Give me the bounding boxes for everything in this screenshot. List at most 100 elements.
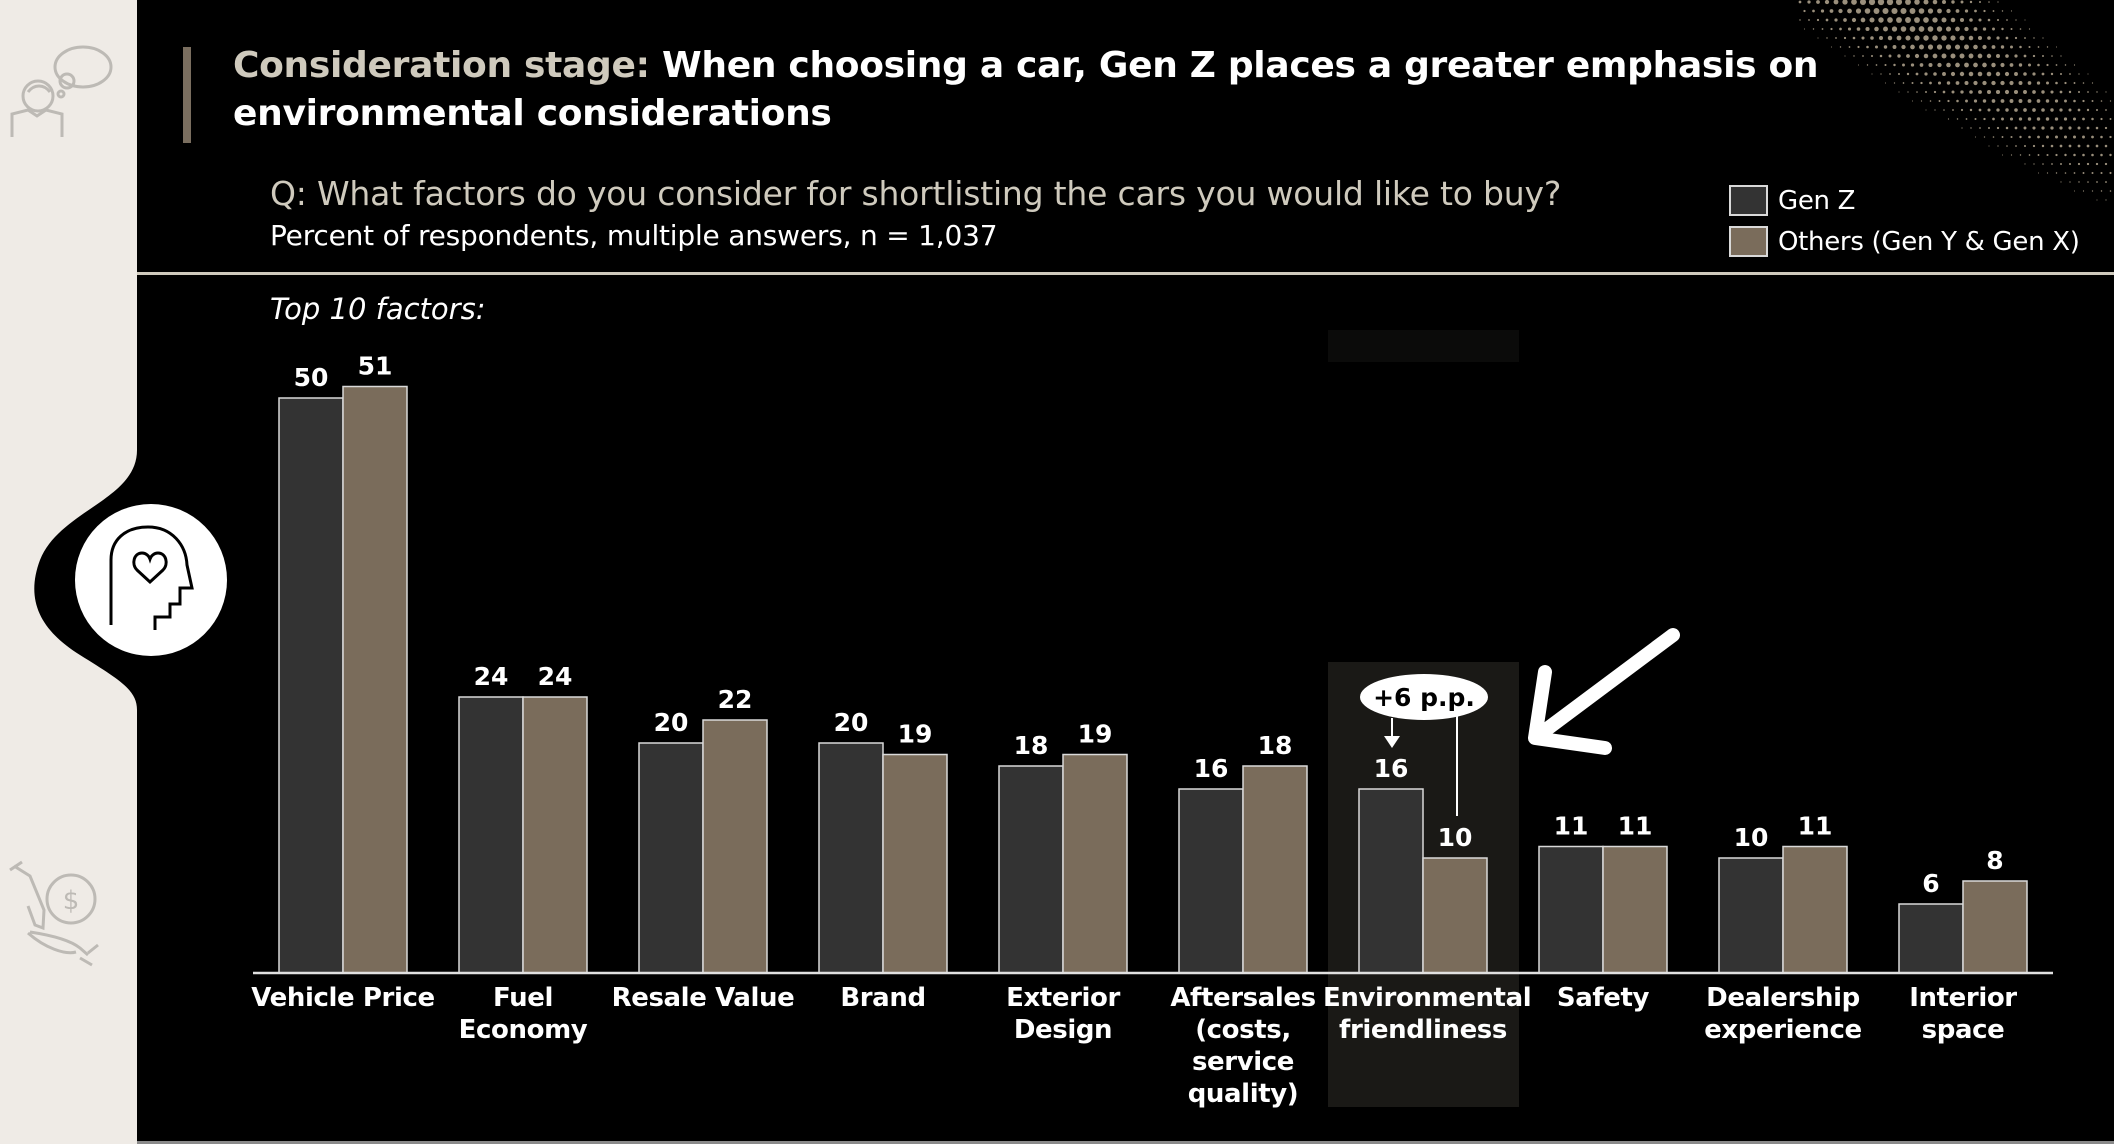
halftone-dot — [2041, 144, 2045, 148]
halftone-dot — [1951, 0, 1955, 4]
bar-others — [882, 753, 948, 974]
bar-gen-z — [278, 397, 344, 974]
halftone-dot — [1915, 72, 1919, 76]
halftone-dot — [1888, 54, 1892, 58]
halftone-dot — [2109, 153, 2112, 157]
halftone-dot — [2050, 90, 2054, 94]
halftone-dot — [1868, 0, 1876, 6]
halftone-dot — [1932, 17, 1938, 23]
halftone-dot — [1977, 71, 1983, 77]
halftone-dot — [1959, 35, 1965, 41]
halftone-dot — [1942, 90, 1946, 94]
halftone-dot — [1803, 9, 1806, 13]
halftone-dot — [2046, 153, 2049, 157]
halftone-dot — [2028, 154, 2031, 156]
halftone-dot — [1812, 9, 1815, 13]
halftone-dot — [1995, 89, 2001, 95]
sidebar-panel — [0, 0, 137, 1144]
halftone-dot — [1997, 145, 1999, 147]
halftone-dot — [2086, 108, 2090, 112]
halftone-dot — [2041, 72, 2045, 76]
halftone-dot — [1979, 1, 1981, 3]
halftone-dot — [2096, 199, 2098, 201]
halftone-dot — [1864, 8, 1871, 14]
halftone-dot — [1901, 44, 1906, 50]
bar-gen-z — [818, 742, 884, 974]
halftone-dot — [1848, 46, 1851, 48]
halftone-dot — [2064, 64, 2067, 66]
bar-gen-z — [998, 765, 1064, 974]
halftone-dot — [1961, 127, 1963, 129]
halftone-dot — [1932, 0, 1938, 5]
halftone-dot — [2027, 117, 2032, 121]
halftone-dot — [1906, 72, 1910, 76]
halftone-dot — [1923, 53, 1929, 59]
value-label: 24 — [538, 662, 573, 691]
halftone-dot — [2068, 126, 2072, 130]
halftone-dot — [2041, 126, 2045, 130]
halftone-dot — [2077, 126, 2081, 130]
halftone-dot — [2077, 108, 2081, 112]
halftone-dot — [1918, 26, 1925, 32]
bar-gen-z — [458, 696, 524, 974]
halftone-dot — [1983, 9, 1986, 13]
halftone-dot — [1982, 44, 1987, 50]
x-tick-label-line: (costs, — [1195, 1015, 1291, 1045]
halftone-dot — [1996, 126, 2000, 130]
halftone-dot — [2100, 153, 2103, 157]
halftone-dot — [1936, 26, 1943, 32]
halftone-dot — [1905, 17, 1911, 23]
halftone-dot — [2054, 117, 2059, 121]
x-tick-label: Aftersales (costs, service quality) — [1143, 982, 1343, 1110]
x-tick-label-line: Resale Value — [611, 983, 795, 1013]
halftone-dot — [1825, 18, 1829, 22]
halftone-dot — [2023, 72, 2027, 76]
halftone-dot — [1879, 36, 1883, 40]
halftone-dot — [2055, 46, 2058, 48]
person-thought-icon — [10, 45, 113, 137]
halftone-dot — [1965, 118, 1968, 120]
halftone-dot — [2028, 45, 2031, 49]
halftone-dot — [1870, 54, 1874, 58]
halftone-dot — [1851, 0, 1857, 5]
halftone-dot — [1941, 35, 1947, 41]
halftone-dot — [1896, 17, 1902, 23]
halftone-dot — [1956, 99, 1959, 103]
halftone-dot — [1843, 18, 1847, 22]
halftone-dot — [1820, 9, 1825, 13]
halftone-dot — [1808, 19, 1810, 21]
halftone-dot — [2104, 162, 2108, 166]
halftone-dot — [2077, 162, 2081, 166]
legend-item-gen-z: Gen Z — [1729, 180, 2080, 221]
halftone-dot — [2042, 163, 2044, 165]
halftone-dot — [1919, 44, 1924, 50]
halftone-dot — [1982, 80, 1987, 86]
value-label: 18 — [1014, 731, 1049, 760]
bar-others — [1062, 753, 1128, 974]
halftone-dot — [1866, 45, 1869, 49]
halftone-dot — [2032, 54, 2036, 58]
halftone-dot — [2018, 117, 2023, 121]
halftone-dot — [1986, 71, 1992, 77]
halftone-dot — [1973, 27, 1978, 31]
halftone-dot — [1916, 91, 1918, 93]
halftone-dot — [1857, 45, 1860, 49]
title-accent-bar — [183, 47, 191, 143]
halftone-dot — [2073, 135, 2076, 139]
halftone-dot — [1873, 8, 1880, 14]
halftone-dot — [1986, 53, 1992, 59]
halftone-dot — [2109, 190, 2112, 192]
halftone-dot — [2082, 190, 2085, 192]
halftone-dot — [2009, 63, 2014, 67]
halftone-dot — [2000, 99, 2005, 103]
x-tick-label-line: Brand — [840, 983, 926, 1013]
halftone-dot — [2064, 172, 2067, 174]
svg-text:$: $ — [63, 886, 80, 916]
halftone-dot — [1978, 108, 1982, 112]
halftone-dot — [1798, 0, 1802, 4]
halftone-dot — [2078, 181, 2080, 183]
halftone-dot — [1859, 0, 1867, 6]
halftone-dot — [1803, 28, 1806, 30]
halftone-dot — [1896, 35, 1902, 41]
bar-others — [522, 696, 588, 974]
